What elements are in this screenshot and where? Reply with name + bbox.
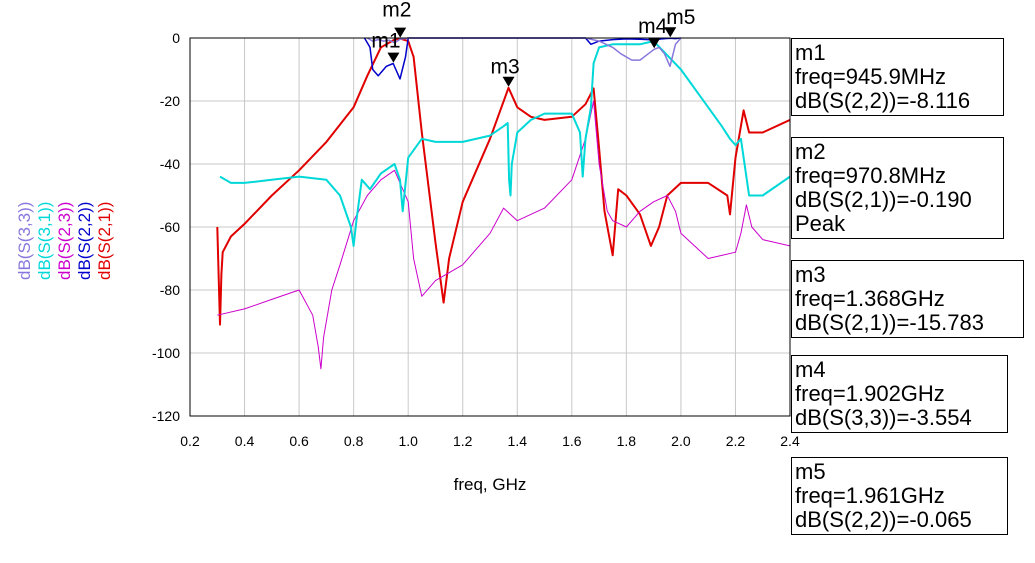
y-tick-label: -40 <box>160 156 180 172</box>
y-tick-label: -100 <box>152 345 180 361</box>
plot-frame <box>189 37 791 417</box>
marker-readout-line: dB(S(2,2))=-8.116 <box>795 88 971 113</box>
marker-label: m5 <box>666 6 695 29</box>
marker-readout-line: m5 <box>795 459 826 484</box>
series-line-dbs23 <box>217 100 790 370</box>
marker-readout-line: m1 <box>795 40 826 65</box>
x-tick-label: 1.2 <box>453 433 473 449</box>
series-line-dbs22 <box>363 37 681 80</box>
marker-readout-m1: m1 freq=945.9MHz dB(S(2,2))=-8.116 <box>791 38 1004 116</box>
x-tick-label: 1.0 <box>398 433 418 449</box>
legend-entry: dB(S(2,1)) <box>95 202 114 280</box>
marker-readout-line: Peak <box>795 211 846 236</box>
y-tick-label: -60 <box>160 219 180 235</box>
x-tick-label: 2.2 <box>726 433 746 449</box>
x-tick-label: 1.4 <box>508 433 528 449</box>
marker-readout-line: freq=1.902GHz <box>795 381 945 406</box>
legend-entry: dB(S(2,3)) <box>55 202 74 280</box>
marker-readout-line: m3 <box>795 262 826 287</box>
series-line-dbs31 <box>219 40 790 247</box>
marker-triangle[interactable] <box>387 52 400 63</box>
marker-readout-line: m2 <box>795 139 826 164</box>
marker-readout-line: dB(S(2,1))=-0.190 <box>795 187 972 212</box>
x-tick-label: 0.2 <box>180 433 200 449</box>
y-tick-label: -20 <box>160 93 180 109</box>
legend-entry: dB(S(3,1)) <box>35 202 54 280</box>
x-tick-label: 0.4 <box>235 433 255 449</box>
legend: dB(S(3,3)) dB(S(3,1)) dB(S(2,3)) dB(S(2,2))… <box>15 202 114 280</box>
marker-label: m1 <box>371 30 400 53</box>
marker-triangle[interactable] <box>394 27 407 38</box>
marker-readout-line: m4 <box>795 357 826 382</box>
y-tick-label: 0 <box>172 30 180 46</box>
marker-label: m2 <box>382 0 411 22</box>
marker-readout-m2: m2 freq=970.8MHz dB(S(2,1))=-0.190 Peak <box>791 137 1004 239</box>
marker-label: m4 <box>638 15 667 38</box>
marker-triangle[interactable] <box>664 27 677 38</box>
marker-readout-line: dB(S(3,3))=-3.554 <box>795 405 972 430</box>
legend-entry: dB(S(2,2)) <box>75 202 94 280</box>
y-tick-label: -80 <box>160 282 180 298</box>
x-tick-label: 1.6 <box>562 433 582 449</box>
series-line-dbs21 <box>216 37 790 326</box>
marker-readout-line: freq=945.9MHz <box>795 64 947 89</box>
series-line-dbs33 <box>366 37 682 68</box>
x-axis-label: freq, GHz <box>454 475 527 494</box>
x-tick-label: 2.4 <box>780 433 800 449</box>
x-tick-label: 2.0 <box>671 433 691 449</box>
marker-readout-line: freq=970.8MHz <box>795 163 947 188</box>
x-tick-label: 0.8 <box>344 433 364 449</box>
marker-readout-line: dB(S(2,1))=-15.783 <box>795 310 984 335</box>
tick-labels: 0.2 0.4 0.6 0.8 1.0 1.2 1.4 1.6 1.8 2.0 2.2 2.4 0 -20… <box>152 30 800 449</box>
y-tick-label: -120 <box>152 408 180 424</box>
marker-label: m3 <box>491 56 520 79</box>
marker-triangle[interactable] <box>502 76 515 87</box>
series-layer <box>216 37 790 370</box>
x-tick-label: 0.6 <box>289 433 309 449</box>
marker-readout-line: freq=1.961GHz <box>795 483 945 508</box>
marker-readout-m5: m5 freq=1.961GHz dB(S(2,2))=-0.065 <box>791 457 1008 535</box>
legend-entry: dB(S(3,3)) <box>15 202 34 280</box>
marker-readout-line: dB(S(2,2))=-0.065 <box>795 507 972 532</box>
x-tick-label: 1.8 <box>617 433 637 449</box>
marker-readout-m3: m3 freq=1.368GHz dB(S(2,1))=-15.783 <box>791 260 1024 338</box>
marker-readout-m4: m4 freq=1.902GHz dB(S(3,3))=-3.554 <box>791 355 1008 433</box>
marker-triangle[interactable] <box>648 38 661 49</box>
marker-readout-line: freq=1.368GHz <box>795 286 945 311</box>
